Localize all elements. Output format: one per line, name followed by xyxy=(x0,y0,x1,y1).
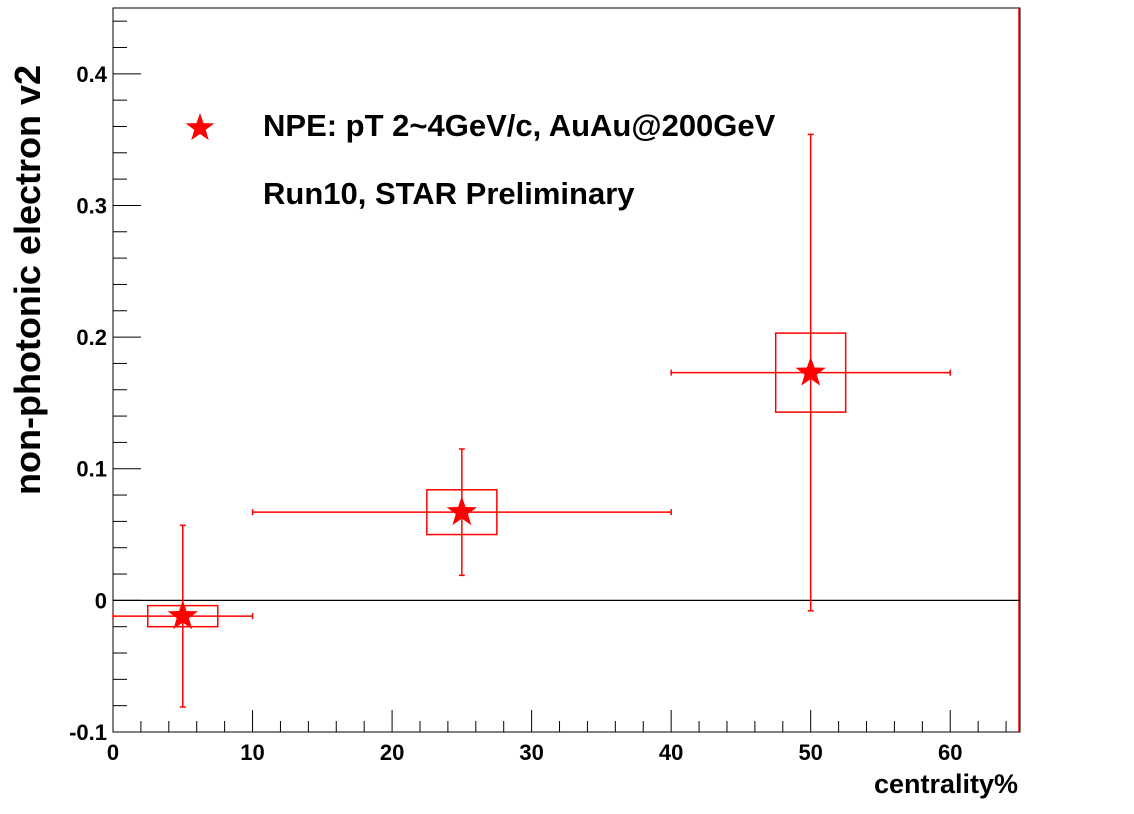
point xyxy=(446,496,478,526)
x-tick-label: 20 xyxy=(380,740,404,765)
y-tick-label: 0 xyxy=(95,588,107,613)
point xyxy=(795,356,826,386)
x-tick-label: 10 xyxy=(240,740,264,765)
y-tick-label: 0.1 xyxy=(76,457,107,482)
legend-label: NPE: pT 2~4GeV/c, AuAu@200GeV xyxy=(263,108,776,143)
y-tick-label: -0.1 xyxy=(69,720,107,745)
plot-frame xyxy=(112,7,1021,733)
x-tick-label: 30 xyxy=(519,740,543,765)
legend-marker xyxy=(185,113,215,141)
x-tick-label: 60 xyxy=(938,740,962,765)
y-axis-label: non-photonic electron v2 xyxy=(7,65,48,495)
x-tick-label: 40 xyxy=(659,740,683,765)
x-tick-label: 50 xyxy=(798,740,822,765)
y-tick-label: 0.2 xyxy=(76,325,107,350)
point xyxy=(167,600,198,630)
annotation: Run10, STAR Preliminary xyxy=(263,176,635,211)
y-tick-label: 0.3 xyxy=(76,193,107,218)
y-tick-label: 0.4 xyxy=(76,62,107,87)
x-axis-label: centrality% xyxy=(874,769,1018,799)
x-tick-label: 0 xyxy=(107,740,119,765)
